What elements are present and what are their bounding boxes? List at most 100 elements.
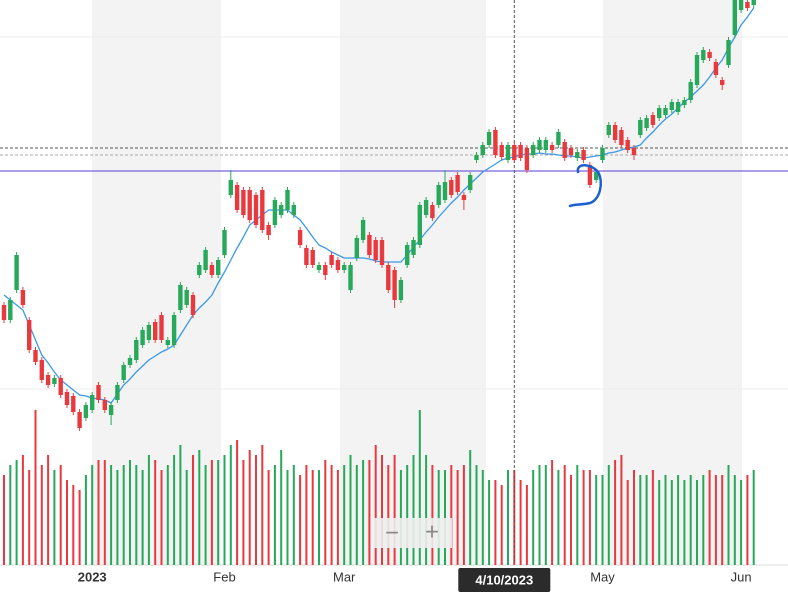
volume-bar xyxy=(633,470,635,565)
candle-body xyxy=(190,295,196,315)
volume-bar xyxy=(324,460,327,565)
volume-bar xyxy=(639,475,642,565)
candle-body xyxy=(348,265,353,290)
volume-bar xyxy=(381,455,383,565)
candle-body xyxy=(52,378,57,384)
volume-bar xyxy=(595,475,598,565)
x-tick-label: 2023 xyxy=(78,569,107,584)
volume-bar xyxy=(97,460,100,565)
volume-bar xyxy=(582,470,585,565)
candle-body xyxy=(675,102,681,112)
volume-bar xyxy=(746,475,749,565)
zoom-in[interactable]: + xyxy=(425,518,439,545)
volume-bar xyxy=(733,475,736,565)
candle-body xyxy=(669,102,674,110)
volume-bar xyxy=(588,470,591,565)
candle-body xyxy=(682,100,687,105)
volume-bar xyxy=(280,450,283,565)
candle-body xyxy=(732,0,737,35)
candle-body xyxy=(209,265,215,275)
zoom-out[interactable]: − xyxy=(385,519,399,546)
volume-bar xyxy=(84,475,87,565)
volume-bar xyxy=(103,460,106,565)
candle-body xyxy=(701,50,706,60)
x-tick-label: Mar xyxy=(333,569,356,584)
volume-bar xyxy=(15,460,18,565)
volume-bar xyxy=(141,470,144,565)
volume-bar xyxy=(563,465,566,565)
candle-body xyxy=(556,132,561,145)
candle-body xyxy=(442,182,448,200)
volume-bar xyxy=(645,475,648,565)
candle-body xyxy=(360,220,366,240)
volume-bar xyxy=(122,465,125,565)
volume-bar xyxy=(185,470,188,565)
candle-body xyxy=(474,155,479,160)
candle-body xyxy=(14,255,19,290)
candle-body xyxy=(726,40,731,65)
volume-bar xyxy=(261,445,264,565)
candle-body xyxy=(266,225,271,235)
volume-bar xyxy=(40,465,43,565)
volume-bar xyxy=(658,480,661,565)
candle-body xyxy=(499,145,504,157)
candle-body xyxy=(310,250,315,265)
volume-bar xyxy=(626,480,629,565)
candle-body xyxy=(8,300,13,320)
candle-body xyxy=(575,152,580,158)
candle-body xyxy=(650,115,656,125)
volume-bar xyxy=(34,410,37,565)
volume-bar xyxy=(72,485,75,565)
volume-bar xyxy=(318,470,320,565)
volume-bar xyxy=(78,490,81,565)
candle-body xyxy=(398,280,404,300)
volume-bar xyxy=(59,465,62,565)
volume-bar xyxy=(651,470,654,565)
volume-bar xyxy=(740,480,743,565)
candle-body xyxy=(594,172,599,180)
candle-body xyxy=(625,140,630,150)
volume-bar xyxy=(204,465,207,565)
candle-body xyxy=(663,108,668,115)
volume-bar xyxy=(456,470,459,565)
volume-bar xyxy=(418,410,421,565)
candle-body xyxy=(707,52,712,58)
volume-bar xyxy=(387,465,390,565)
candle-body xyxy=(146,325,152,340)
volume-bar xyxy=(689,475,692,565)
candle-body xyxy=(531,145,536,155)
volume-bar xyxy=(677,475,680,565)
candle-body xyxy=(606,125,611,135)
candle-body xyxy=(216,260,221,275)
candle-body xyxy=(537,140,542,150)
candle-body xyxy=(20,290,26,305)
candle-body xyxy=(524,148,530,170)
volume-bar xyxy=(273,465,276,565)
volume-bar xyxy=(267,470,270,565)
volume-bar xyxy=(551,460,554,565)
volume-bar xyxy=(475,465,478,565)
candle-body xyxy=(39,360,44,380)
candle-body xyxy=(335,260,341,270)
x-tick-label: Feb xyxy=(213,569,235,584)
candle-body xyxy=(159,315,164,340)
volume-bar xyxy=(714,475,717,565)
candle-body xyxy=(241,190,246,215)
volume-bar xyxy=(500,485,503,565)
volume-bar xyxy=(412,455,415,565)
volume-bar xyxy=(242,460,245,565)
volume-bar xyxy=(601,475,604,565)
candle-body xyxy=(612,125,618,140)
candle-body xyxy=(449,180,454,195)
volume-bar xyxy=(406,465,409,565)
volume-bar xyxy=(538,465,541,565)
volume-bar xyxy=(349,455,352,565)
volume-bar xyxy=(248,450,251,565)
candle-body xyxy=(203,250,208,270)
candle-body xyxy=(291,205,296,215)
candle-body xyxy=(121,365,126,380)
candle-body xyxy=(486,132,492,145)
volume-bar xyxy=(28,470,31,565)
volume-bar xyxy=(507,470,509,565)
volume-bar xyxy=(437,470,440,565)
